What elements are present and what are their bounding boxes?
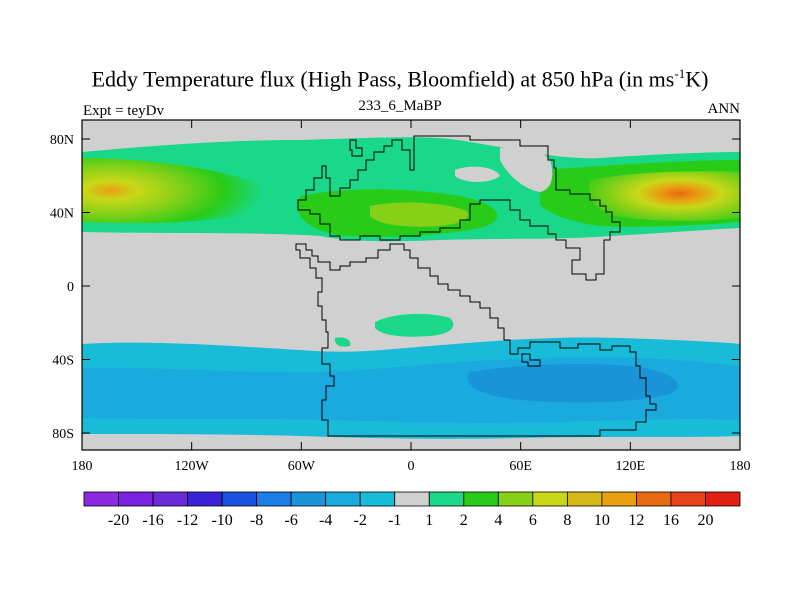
colorbar-swatch [601, 491, 637, 507]
lon-tick-label: 180 [72, 459, 93, 474]
colorbar-label: 16 [663, 512, 679, 529]
colorbar-label: -12 [177, 512, 198, 529]
north-band-east-max [588, 171, 740, 221]
season-label: ANN [707, 101, 741, 117]
tropical-patch [375, 313, 454, 337]
colorbar-swatch [705, 491, 741, 507]
colorbar: -20 -16 -12 -10 -8 -6 -4 -2 -1 1 2 4 6 8 10 12 16 20 [83, 491, 741, 529]
colorbar-label: 12 [628, 512, 644, 529]
colorbar-label: 2 [460, 512, 468, 529]
colorbar-swatch [221, 491, 258, 507]
colorbar-label: -16 [142, 512, 163, 529]
colorbar-swatch [325, 491, 361, 507]
continent-outline-greenland [349, 139, 363, 157]
colorbar-swatch [394, 491, 430, 507]
colorbar-label: -8 [250, 512, 263, 529]
lon-tick-label: 60W [288, 459, 316, 474]
lon-tick-label: 120W [175, 459, 210, 474]
colorbar-label: -20 [108, 512, 129, 529]
colorbar-swatch [152, 491, 188, 507]
lon-tick-label: 180 [730, 459, 751, 474]
colorbar-label: 6 [529, 512, 537, 529]
experiment-label: Expt = teyDv [83, 103, 164, 119]
colorbar-label: -1 [388, 512, 401, 529]
lat-tick-label: 0 [67, 280, 74, 295]
colorbar-swatch [83, 491, 119, 507]
arctic-gap-2 [455, 166, 500, 182]
colorbar-swatch [497, 491, 534, 507]
colorbar-label: -10 [211, 512, 232, 529]
colorbar-swatch [256, 491, 292, 507]
lat-tick-label: 40N [50, 207, 74, 222]
north-band-central-inner [370, 202, 469, 227]
colorbar-label: 4 [494, 512, 502, 529]
north-band-west-max [82, 158, 273, 224]
colorbar-swatch [532, 491, 568, 507]
colorbar-swatch [359, 491, 396, 507]
continent-outline-north [297, 135, 621, 281]
longitude-axis: 180 120W 60W 0 60E 120E 180 [72, 120, 751, 474]
lat-tick-label: 40S [52, 354, 74, 369]
colorbar-swatch [566, 491, 603, 507]
tropical-patch-small [334, 337, 351, 347]
colorbar-label: 10 [594, 512, 610, 529]
chart-title: Eddy Temperature flux (High Pass, Bloomf… [91, 66, 709, 92]
colorbar-swatch [428, 491, 465, 507]
latitude-axis: 80N 40N 0 40S 80S [50, 133, 740, 442]
colorbar-label: 20 [697, 512, 713, 529]
colorbar-swatch [463, 491, 499, 507]
colorbar-label: -2 [354, 512, 367, 529]
colorbar-swatch [290, 491, 327, 507]
period-label: 233_6_MaBP [358, 98, 442, 114]
lat-tick-label: 80S [52, 427, 74, 442]
lat-tick-label: 80N [50, 133, 74, 148]
colorbar-swatch [187, 491, 223, 507]
lon-tick-label: 0 [408, 459, 415, 474]
lon-tick-label: 60E [509, 459, 532, 474]
south-band-core [467, 364, 678, 403]
continent-outline-island [521, 353, 541, 367]
colorbar-label: -4 [319, 512, 332, 529]
colorbar-swatch [636, 491, 672, 507]
arctic-gap [500, 147, 553, 192]
colorbar-label: 8 [563, 512, 571, 529]
colorbar-label: -6 [284, 512, 297, 529]
colorbar-label: 1 [425, 512, 433, 529]
colorbar-swatch [118, 491, 154, 507]
continent-outline-south [295, 243, 657, 437]
colorbar-swatch [670, 491, 706, 507]
lon-tick-label: 120E [616, 459, 646, 474]
